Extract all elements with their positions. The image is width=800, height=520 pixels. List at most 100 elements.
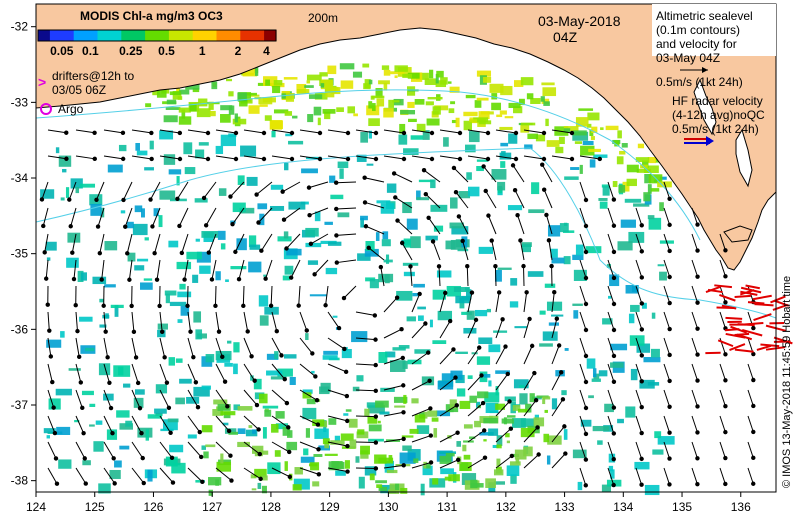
velocity-arrow [271,311,278,332]
chl-patch [360,215,368,221]
velocity-arrow [215,389,228,407]
chl-patch [263,76,278,86]
chl-patch [506,465,520,476]
chl-patch [319,72,328,77]
chl-patch [573,269,587,281]
chl-patch [555,146,564,154]
chl-patch [308,94,323,99]
chl-patch [283,77,298,80]
chl-patch [504,116,514,119]
depth-contour-shelf [35,89,701,241]
chl-patch [274,450,281,457]
chl-patch [519,385,525,388]
chl-patch [399,123,406,134]
velocity-arrow [491,240,497,261]
chl-patch [402,73,412,78]
velocity-arrowhead [401,463,406,468]
chl-patch [264,115,272,121]
lon-tick-label: 134 [613,500,633,514]
chl-patch [471,352,478,355]
chl-patch [184,167,196,175]
chl-patch [380,387,395,392]
chl-patch [137,258,149,262]
chl-patch [261,485,267,494]
velocity-arrowhead [133,355,139,360]
chl-patch [45,241,57,251]
velocity-arrow [691,337,699,355]
velocity-arrow [103,155,124,160]
chl-patch [165,107,181,110]
velocity-arrowhead [152,250,157,256]
velocity-arrow [336,181,357,184]
chl-patch [172,90,182,100]
colorbar-cell [49,30,55,41]
chl-patch [114,460,122,468]
velocity-arrowhead [611,431,617,436]
velocity-arrowhead [378,264,384,270]
velocity-arrow [411,352,429,365]
velocity-arrowhead [289,156,295,162]
chl-patch [478,111,490,120]
velocity-arrow [467,457,486,469]
velocity-arrow [181,233,189,254]
velocity-arrow [176,181,189,200]
velocity-arrowhead [479,373,484,378]
colorbar-cell [61,30,67,41]
chl-patch [262,405,279,409]
chl-patch [159,190,176,200]
chl-patch [360,132,369,143]
chl-patch [535,134,546,142]
colorbar-cell [109,30,114,41]
chl-patch [374,454,387,464]
chl-patch [427,410,438,417]
chl-patch [369,473,375,481]
velocity-arrowhead [317,130,323,136]
chl-patch [398,345,410,349]
velocity-arrow [409,266,413,287]
velocity-arrow [124,207,133,227]
velocity-arrowhead [64,156,69,161]
lat-tick-label: -37 [11,398,29,412]
velocity-arrow [75,155,95,160]
velocity-arrowhead [425,350,431,355]
velocity-arrowhead [362,200,368,205]
hf-radar-arrow [741,328,763,337]
velocity-arrow [355,389,376,392]
velocity-arrow [47,415,56,434]
velocity-arrow [579,415,587,435]
colorbar-cell [53,30,59,41]
chl-patch [587,112,600,121]
chl-patch [510,474,517,484]
velocity-arrowhead [507,399,512,404]
chl-patch [439,451,457,454]
chl-patch [264,409,272,417]
chl-patch [79,316,93,322]
chl-patch [491,169,507,180]
chl-patch [459,400,471,409]
velocity-arrowhead [552,290,557,295]
chl-patch [198,98,208,107]
velocity-arrow [383,411,404,417]
velocity-arrow [355,363,376,366]
chl-patch [283,354,297,359]
velocity-arrow [299,155,321,160]
velocity-arrow [325,285,329,306]
velocity-arrowhead [569,156,575,162]
chl-patch [439,455,452,464]
velocity-arrow [299,467,320,475]
velocity-arrow [97,207,105,227]
chl-patch [426,118,440,126]
velocity-arrowhead [220,354,225,360]
chl-patch [371,95,385,99]
chl-patch [601,484,612,492]
map-date: 03-May-2018 [538,13,621,29]
velocity-arrowhead [611,301,617,307]
velocity-arrow [551,129,573,134]
velocity-arrowhead [667,326,672,332]
chl-patch [550,248,558,258]
velocity-arrowhead [546,238,552,243]
hf-radar-arrow [753,313,772,321]
chl-patch [497,181,506,191]
chl-colorbar: MODIS Chl-a mg/m3 OC3 0.05 0.1 0.25 0.5 1 2 4 [37,9,277,58]
chl-patch [500,85,513,96]
